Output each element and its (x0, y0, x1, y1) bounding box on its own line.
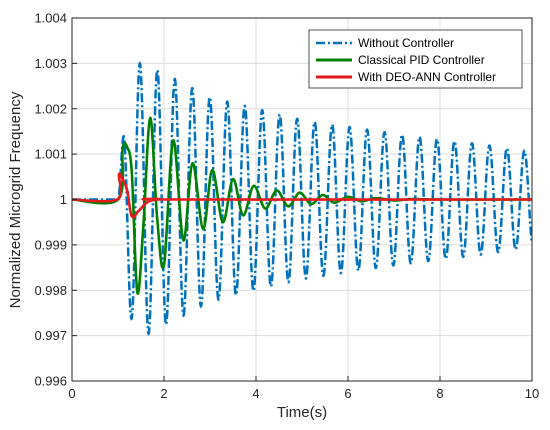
series-deo-ann (72, 172, 532, 219)
x-tick-label: 0 (68, 386, 75, 401)
x-tick-label: 8 (436, 386, 443, 401)
y-tick-label: 1.004 (34, 11, 67, 26)
series-without-controller (72, 61, 532, 336)
y-tick-label: 1.002 (34, 101, 67, 116)
y-tick-label: 0.996 (34, 374, 67, 389)
y-tick-label: 1.001 (34, 147, 67, 162)
x-tick-label: 4 (252, 386, 259, 401)
y-tick-label: 0.997 (34, 328, 67, 343)
y-axis-label: Normalized Microgrid Frequency (7, 91, 24, 308)
legend-label-without-controller: Without Controller (358, 36, 454, 50)
y-tick-label: 1.003 (34, 56, 67, 71)
x-tick-label: 10 (525, 386, 539, 401)
x-axis-label: Time(s) (277, 404, 327, 421)
series-layer (72, 61, 532, 336)
y-tick-label: 0.998 (34, 283, 67, 298)
axis-ticks: 0 2 4 6 8 10 0.996 0.997 0.998 0.999 1 1.001 1.002 1.… (34, 11, 539, 402)
y-tick-label: 1 (60, 192, 67, 207)
x-tick-label: 6 (344, 386, 351, 401)
legend-label-deo-ann: With DEO-ANN Controller (358, 70, 496, 84)
x-tick-label: 2 (160, 386, 167, 401)
legend-label-classical-pid: Classical PID Controller (358, 53, 485, 67)
legend: Without Controller Classical PID Control… (308, 29, 523, 89)
y-tick-label: 0.999 (34, 237, 67, 252)
